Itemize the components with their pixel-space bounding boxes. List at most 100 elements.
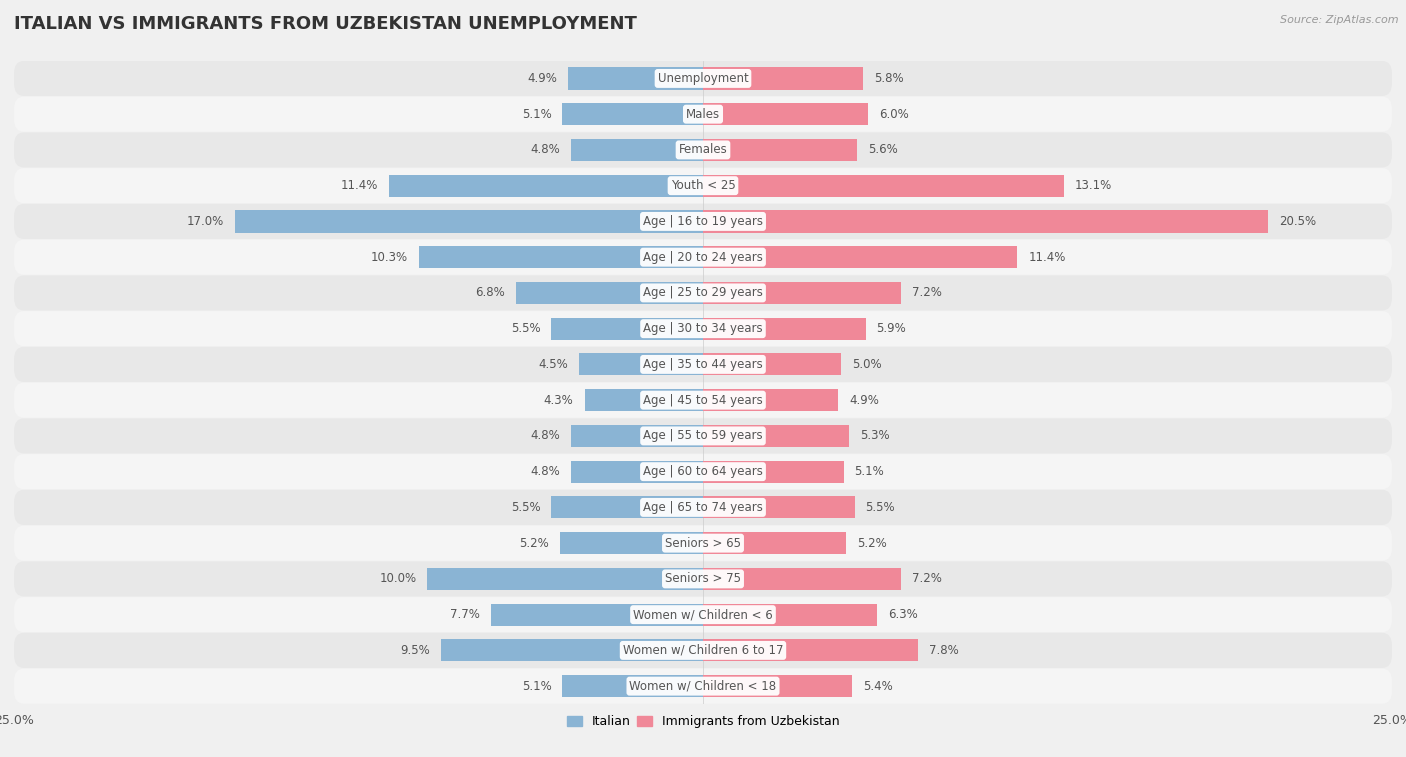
FancyBboxPatch shape [14, 454, 1392, 489]
FancyBboxPatch shape [14, 419, 1392, 453]
Text: 10.3%: 10.3% [371, 251, 408, 263]
FancyBboxPatch shape [14, 204, 1392, 239]
Text: 4.8%: 4.8% [530, 143, 560, 157]
Bar [516, 282, 703, 304]
Text: 5.5%: 5.5% [510, 322, 540, 335]
FancyBboxPatch shape [14, 168, 1392, 203]
Text: Seniors > 75: Seniors > 75 [665, 572, 741, 585]
Text: Age | 16 to 19 years: Age | 16 to 19 years [643, 215, 763, 228]
Text: 5.2%: 5.2% [519, 537, 548, 550]
FancyBboxPatch shape [14, 97, 1392, 132]
Text: 10.0%: 10.0% [380, 572, 416, 585]
Text: 5.8%: 5.8% [875, 72, 904, 85]
FancyBboxPatch shape [14, 311, 1392, 346]
Text: Women w/ Children < 6: Women w/ Children < 6 [633, 608, 773, 621]
Bar [703, 640, 918, 662]
Text: 5.1%: 5.1% [522, 680, 551, 693]
Text: 5.0%: 5.0% [852, 358, 882, 371]
FancyBboxPatch shape [14, 132, 1392, 167]
Text: 5.6%: 5.6% [869, 143, 898, 157]
Bar [703, 282, 901, 304]
Text: 5.2%: 5.2% [858, 537, 887, 550]
Text: Females: Females [679, 143, 727, 157]
Text: Source: ZipAtlas.com: Source: ZipAtlas.com [1281, 15, 1399, 25]
Bar [571, 460, 703, 483]
Bar [560, 532, 703, 554]
Text: Youth < 25: Youth < 25 [671, 179, 735, 192]
Text: 11.4%: 11.4% [1028, 251, 1066, 263]
Text: Age | 65 to 74 years: Age | 65 to 74 years [643, 501, 763, 514]
Text: 5.1%: 5.1% [522, 107, 551, 120]
Text: 7.2%: 7.2% [912, 572, 942, 585]
Bar [551, 318, 703, 340]
Text: Age | 30 to 34 years: Age | 30 to 34 years [643, 322, 763, 335]
Bar [703, 318, 866, 340]
Bar [703, 175, 1064, 197]
Text: 7.8%: 7.8% [929, 644, 959, 657]
Bar [585, 389, 703, 411]
Bar [551, 497, 703, 519]
Bar [568, 67, 703, 89]
Text: ITALIAN VS IMMIGRANTS FROM UZBEKISTAN UNEMPLOYMENT: ITALIAN VS IMMIGRANTS FROM UZBEKISTAN UN… [14, 15, 637, 33]
Bar [703, 497, 855, 519]
Bar [571, 139, 703, 161]
Bar [703, 103, 869, 125]
Text: 6.3%: 6.3% [887, 608, 917, 621]
Bar [703, 532, 846, 554]
Text: 6.8%: 6.8% [475, 286, 505, 300]
Text: 20.5%: 20.5% [1279, 215, 1316, 228]
Text: 11.4%: 11.4% [340, 179, 378, 192]
Bar [491, 603, 703, 626]
Text: 6.0%: 6.0% [879, 107, 910, 120]
Bar [703, 568, 901, 590]
Text: 5.5%: 5.5% [510, 501, 540, 514]
Text: 13.1%: 13.1% [1076, 179, 1112, 192]
Text: 5.1%: 5.1% [855, 465, 884, 478]
Bar [427, 568, 703, 590]
Bar [441, 640, 703, 662]
Bar [389, 175, 703, 197]
Bar [703, 139, 858, 161]
Bar [579, 354, 703, 375]
FancyBboxPatch shape [14, 490, 1392, 525]
Text: Age | 35 to 44 years: Age | 35 to 44 years [643, 358, 763, 371]
Text: Women w/ Children < 18: Women w/ Children < 18 [630, 680, 776, 693]
Text: Age | 55 to 59 years: Age | 55 to 59 years [643, 429, 763, 442]
Bar [703, 210, 1268, 232]
Bar [703, 246, 1017, 268]
Text: 5.9%: 5.9% [876, 322, 907, 335]
FancyBboxPatch shape [14, 633, 1392, 668]
FancyBboxPatch shape [14, 240, 1392, 275]
Text: 9.5%: 9.5% [401, 644, 430, 657]
Text: Unemployment: Unemployment [658, 72, 748, 85]
Text: 4.8%: 4.8% [530, 429, 560, 442]
Bar [703, 675, 852, 697]
Text: 5.3%: 5.3% [860, 429, 890, 442]
Text: Age | 20 to 24 years: Age | 20 to 24 years [643, 251, 763, 263]
FancyBboxPatch shape [14, 61, 1392, 96]
Text: 5.4%: 5.4% [863, 680, 893, 693]
Text: 5.5%: 5.5% [866, 501, 896, 514]
Bar [703, 389, 838, 411]
FancyBboxPatch shape [14, 382, 1392, 418]
Bar [703, 603, 876, 626]
Text: 7.7%: 7.7% [450, 608, 479, 621]
Bar [419, 246, 703, 268]
Bar [562, 103, 703, 125]
Text: 4.9%: 4.9% [849, 394, 879, 407]
Text: 4.8%: 4.8% [530, 465, 560, 478]
Text: Age | 45 to 54 years: Age | 45 to 54 years [643, 394, 763, 407]
Text: 4.5%: 4.5% [538, 358, 568, 371]
Text: Seniors > 65: Seniors > 65 [665, 537, 741, 550]
Legend: Italian, Immigrants from Uzbekistan: Italian, Immigrants from Uzbekistan [561, 710, 845, 733]
FancyBboxPatch shape [14, 668, 1392, 704]
Text: 4.9%: 4.9% [527, 72, 557, 85]
Bar [703, 67, 863, 89]
Bar [703, 460, 844, 483]
FancyBboxPatch shape [14, 597, 1392, 632]
Text: 7.2%: 7.2% [912, 286, 942, 300]
Text: 4.3%: 4.3% [544, 394, 574, 407]
Bar [562, 675, 703, 697]
FancyBboxPatch shape [14, 525, 1392, 561]
Bar [571, 425, 703, 447]
